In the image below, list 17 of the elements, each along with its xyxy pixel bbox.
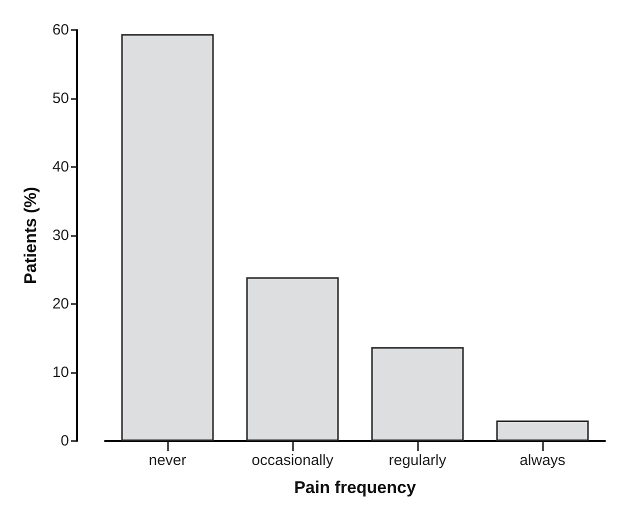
y-tick-label: 40	[52, 158, 69, 176]
y-tick-label: 30	[52, 227, 69, 244]
y-tick-label: 60	[52, 22, 69, 38]
y-tick-label: 50	[52, 90, 69, 107]
x-tick-label: occasionally	[252, 452, 334, 469]
bar	[246, 277, 339, 441]
x-tick-label: always	[520, 452, 566, 469]
y-tick-label: 20	[52, 296, 69, 312]
bar	[121, 34, 214, 441]
y-axis-title: Patients (%)	[21, 186, 40, 284]
y-tick-label: 0	[60, 432, 69, 450]
y-tick-label: 10	[52, 364, 69, 381]
x-tick-label: regularly	[388, 452, 447, 469]
bar	[371, 347, 464, 441]
bar	[496, 420, 589, 441]
x-axis-title: Pain frequency	[294, 478, 416, 497]
x-tick-label: never	[148, 452, 186, 469]
